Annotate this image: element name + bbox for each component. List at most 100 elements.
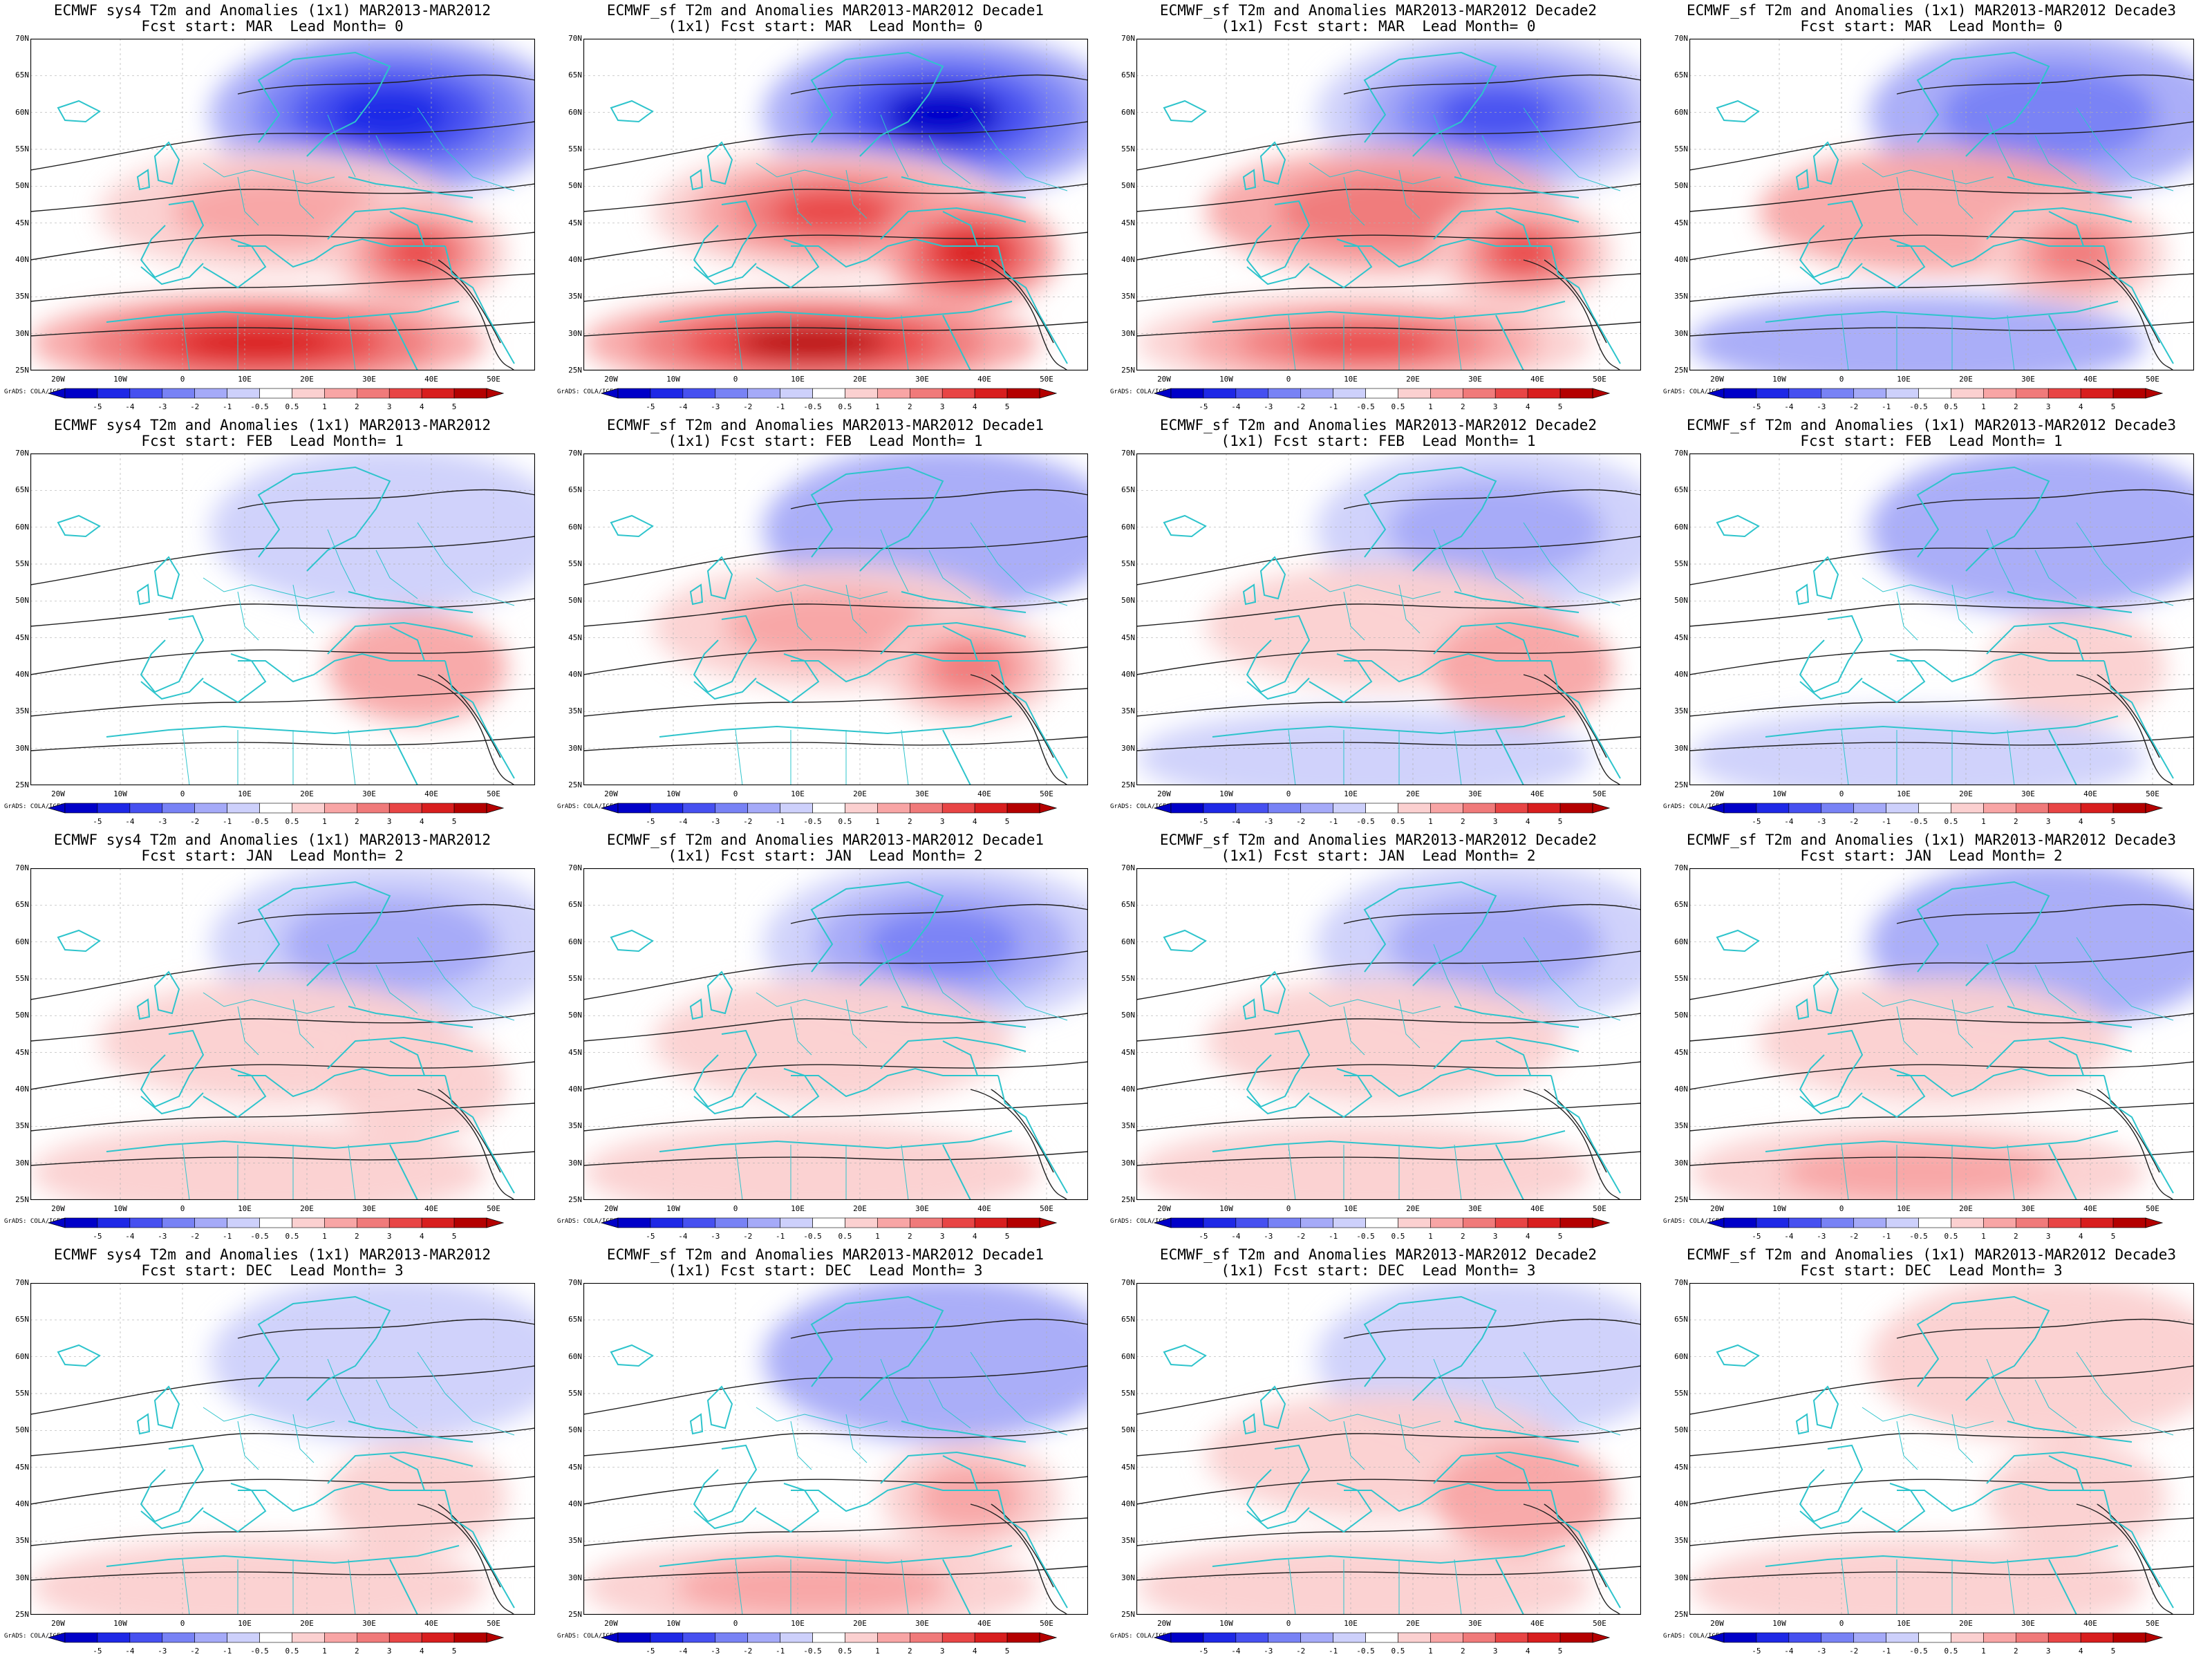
colorbar-label: 1 <box>875 1232 880 1241</box>
colorbar-swatch <box>2047 388 2081 399</box>
coastline <box>1259 1385 1286 1430</box>
grads-credit: GrADS: COLA/IGES <box>4 1218 64 1225</box>
longitude-label: 50E <box>487 789 500 798</box>
latitude-label: 60N <box>1674 937 1688 946</box>
country-border <box>1951 584 1974 634</box>
colorbar-swatch <box>2080 803 2114 814</box>
coastline <box>1246 677 1310 700</box>
colorbar-label: -0.5 <box>250 1232 269 1241</box>
coastline <box>1242 169 1257 191</box>
latitude-label: 40N <box>1674 1085 1688 1094</box>
country-border <box>375 135 418 185</box>
isotherm-contour <box>1136 1013 1641 1042</box>
colorbar-swatch <box>97 803 131 814</box>
colorbar-swatch <box>421 803 455 814</box>
colorbar-swatch <box>1365 1632 1398 1643</box>
coastline <box>880 207 1027 240</box>
country-border <box>417 937 515 1021</box>
latitude-label: 70N <box>1674 863 1688 872</box>
coastline <box>1799 677 1863 700</box>
colorbar-swatch <box>2016 388 2049 399</box>
colorbar-label: -1 <box>1882 1232 1891 1241</box>
coastline <box>389 1455 425 1491</box>
longitude-label: 10E <box>1897 375 1911 384</box>
isotherm-contour <box>583 273 1088 302</box>
colorbar-label: 0.5 <box>285 402 299 411</box>
colorbar-label: -0.5 <box>1356 402 1375 411</box>
panel-title: ECMWF_sf T2m and Anomalies (1x1) MAR2013… <box>1686 832 2176 864</box>
colorbar-swatch <box>1853 388 1886 399</box>
coastline <box>706 1385 733 1430</box>
colorbar-label: -3 <box>1817 817 1826 826</box>
anomaly-shading <box>330 87 450 142</box>
colorbar-label: 2 <box>355 1647 359 1656</box>
colorbar-label: -4 <box>1784 402 1794 411</box>
anomaly-shading <box>1434 612 1613 723</box>
longitude-label: 40E <box>424 1619 438 1628</box>
colorbar-label: -3 <box>1264 402 1273 411</box>
colorbar-arrow-left <box>1706 1217 1725 1228</box>
latitude-label: 45N <box>1121 218 1135 227</box>
latitude-label: 25N <box>1121 1610 1135 1619</box>
isotherm-contour <box>1689 232 2194 261</box>
colorbar-swatch <box>1951 1217 1984 1228</box>
longitude-label: 20W <box>1157 1204 1171 1213</box>
coastline <box>1799 1092 1863 1115</box>
colorbar-label: -0.5 <box>1356 1232 1375 1241</box>
country-border <box>1481 550 1524 599</box>
coastline <box>140 263 204 285</box>
coastline <box>689 169 704 191</box>
coastline <box>327 1036 474 1069</box>
colorbar-swatch <box>2112 1217 2146 1228</box>
colorbar-swatch <box>453 1217 487 1228</box>
isotherm-contour <box>30 1151 535 1166</box>
longitude-label: 40E <box>2083 1204 2097 1213</box>
longitude-label: 10W <box>113 1619 127 1628</box>
colorbar-arrow-left <box>1153 1632 1172 1643</box>
colorbar-label: -2 <box>743 817 752 826</box>
colorbar-label: 5 <box>452 402 457 411</box>
isotherm-contour <box>417 259 515 371</box>
colorbar-swatch <box>2047 803 2081 814</box>
isotherm-contour <box>1689 121 2194 171</box>
coastline <box>901 176 1027 198</box>
latitude-label: 60N <box>1121 937 1135 946</box>
coastline <box>1246 1507 1310 1530</box>
isotherm-contour <box>1544 674 1607 758</box>
colorbar-swatch <box>1723 1632 1757 1643</box>
latitude-label: 60N <box>568 937 582 946</box>
coastline <box>1495 211 1531 247</box>
country-border <box>375 964 418 1014</box>
isotherm-contour <box>1689 1013 2194 1042</box>
latitude-label: 35N <box>568 706 582 716</box>
country-border <box>1986 1358 2015 1422</box>
colorbar-label: -1 <box>1882 817 1891 826</box>
anomaly-map <box>30 453 535 785</box>
colorbar: -5 -4 -3 -2 -1 -0.5 0.5 1 2 3 4 5 <box>1706 803 2164 826</box>
coastline <box>689 1413 704 1435</box>
longitude-label: 40E <box>2083 375 2097 384</box>
colorbar-swatch <box>259 1632 292 1643</box>
coastline <box>136 998 151 1020</box>
grads-credit: GrADS: COLA/IGES <box>4 803 64 810</box>
longitude-label: 30E <box>362 1619 376 1628</box>
latitude-label: 40N <box>1121 255 1135 264</box>
coastline <box>2103 660 2174 779</box>
country-border <box>292 999 315 1049</box>
map-panel: ECMWF sys4 T2m and Anomalies (1x1) MAR20… <box>3 1244 542 1659</box>
coastline <box>257 1295 391 1401</box>
coastline <box>1212 1130 1566 1152</box>
colorbar-swatch <box>1170 388 1204 399</box>
colorbar-label: -3 <box>1264 817 1273 826</box>
colorbar-label: -1 <box>776 402 785 411</box>
map-frame <box>1136 1283 1641 1615</box>
country-border <box>880 944 909 1007</box>
longitude-label: 30E <box>915 1204 929 1213</box>
latitude-label: 30N <box>1674 743 1688 753</box>
longitude-label: 20W <box>1157 375 1171 384</box>
anomaly-shading <box>1434 1442 1613 1553</box>
latitude-label: 30N <box>1121 1573 1135 1582</box>
isotherm-contour <box>2076 674 2174 785</box>
isotherm-contour <box>2097 674 2160 758</box>
coastline <box>1550 660 1621 779</box>
